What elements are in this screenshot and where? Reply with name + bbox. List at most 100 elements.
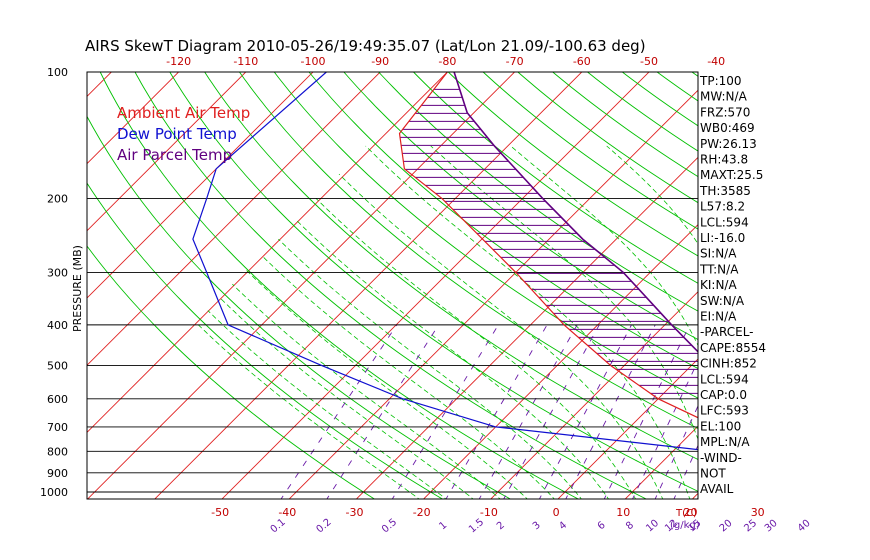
isotherm-line: [154, 72, 583, 499]
bottom-temp-tick-label: -30: [346, 506, 364, 519]
side-panel-item: LCL:594: [700, 372, 749, 386]
side-panel-item: LI:-16.0: [700, 231, 745, 245]
side-panel-item: EI:N/A: [700, 310, 737, 324]
pressure-tick-label: 500: [47, 360, 68, 373]
pressure-tick-label: 600: [47, 393, 68, 406]
dewpoint-curve: [192, 72, 698, 451]
moist-adiabat-line: [195, 322, 420, 499]
mixing-ratio-line: [445, 324, 548, 499]
moist-adiabat-line: [338, 173, 664, 499]
legend-entry: Dew Point Temp: [117, 125, 237, 143]
isotherm-line: [490, 291, 698, 499]
top-temp-tick-label: -110: [233, 55, 258, 68]
parcel-temp-curve: [453, 72, 698, 353]
profile-curves: [192, 72, 698, 451]
pressure-tick-label: 1000: [40, 486, 68, 499]
dry-adiabat-line: [858, 67, 870, 503]
side-panel-item: CAP:0.0: [700, 388, 747, 402]
isotherm-line: [825, 63, 870, 501]
mixing-ratio-line: [478, 324, 578, 499]
moist-adiabat-line: [219, 297, 474, 499]
isotherm-line: [87, 72, 247, 232]
dry-adiabat-line: [169, 72, 698, 492]
top-temp-tick-label: -40: [707, 55, 725, 68]
moist-adiabat-line: [852, 146, 864, 501]
pressure-tick-label: 700: [47, 421, 68, 434]
top-temp-tick-label: -60: [573, 55, 591, 68]
isotherm-line: [87, 72, 449, 434]
side-panel-item: RH:43.8: [700, 153, 748, 167]
moist-adiabat-line: [796, 146, 825, 501]
isotherm-line: [758, 63, 870, 501]
pressure-tick-label: 900: [47, 467, 68, 480]
dry-adiabat-line: [412, 72, 698, 284]
side-panel-item: CINH:852: [700, 357, 757, 371]
isotherm-line: [288, 89, 698, 499]
side-panel-item: LCL:594: [700, 215, 749, 229]
side-panel-item: -WIND-: [700, 451, 742, 465]
legend-entry: Air Parcel Temp: [117, 146, 232, 164]
moist-adiabat-line: [232, 283, 501, 499]
mixing-ratio-line: [654, 404, 698, 499]
bottom-temp-tick-label: 20: [684, 506, 698, 519]
moist-adiabat-line: [262, 256, 555, 499]
bottom-temp-tick-label: -20: [413, 506, 431, 519]
moist-adiabat-line: [365, 145, 691, 499]
dry-adiabat-line: [789, 67, 870, 503]
ambient-temp-curve: [398, 72, 698, 419]
pressure-tick-labels: 100 200 300 400 500 600 700 800 900 1000: [40, 66, 68, 499]
mixing-ratio-line: [565, 324, 656, 499]
mixing-ratio-line: [773, 325, 841, 501]
mixing-ratio-label: 1: [437, 520, 449, 533]
dry-adiabat-line: [273, 72, 698, 399]
mixing-ratio-label: 1.5: [467, 517, 486, 536]
mixing-ratio-label: 0.5: [380, 517, 399, 536]
dry-adiabat-line: [134, 72, 648, 499]
dry-adiabat-line: [447, 72, 698, 257]
side-panel-item: TP:100: [699, 74, 742, 88]
mixing-ratio-label: 0.1: [269, 517, 288, 536]
top-temp-tick-label: -70: [506, 55, 524, 68]
mixing-ratio-label: 2: [495, 520, 507, 533]
pressure-tick-label: 300: [47, 266, 68, 279]
side-panel-item: SW:N/A: [700, 294, 745, 308]
y-axis-label: PRESSURE (MB): [71, 245, 84, 332]
mixing-ratio-line: [632, 360, 698, 499]
mixing-ratio-line: [503, 324, 600, 499]
moist-adiabat-line: [315, 198, 637, 499]
dry-adiabat-line: [656, 72, 698, 102]
moist-adiabat-line: [278, 238, 582, 499]
mixing-ratio-labels: 0.1 0.2 0.5 1 1.5 2 3 4 6 8 10 12 15 20 25 30 40: [269, 517, 813, 536]
pressure-tick-label: 400: [47, 319, 68, 332]
plot-frame: [86, 71, 699, 500]
dry-adiabat-line: [87, 245, 376, 499]
top-temp-tick-label: -90: [371, 55, 389, 68]
mixing-ratio-label: 4: [557, 520, 569, 533]
mixing-ratio-label: 8: [624, 520, 636, 533]
top-temp-tick-label: -50: [640, 55, 658, 68]
isotherm-line: [0, 63, 54, 501]
side-panel-item: SI:N/A: [700, 247, 737, 261]
pressure-tick-label: 800: [47, 445, 68, 458]
isotherm-line: [557, 358, 698, 499]
bottom-temp-tick-label: 30: [751, 506, 765, 519]
bottom-temp-tick-label: -10: [480, 506, 498, 519]
grid-lines: [0, 63, 870, 503]
pressure-tick-label: 100: [47, 66, 68, 79]
side-panel-item: PW:26.13: [700, 137, 757, 151]
mixing-ratio-label: 3: [531, 520, 543, 533]
side-panel-item: EL:100: [700, 419, 741, 433]
side-panel-item: TH:3585: [699, 184, 751, 198]
dry-adiabat-line: [378, 72, 698, 312]
bottom-temp-tick-label: -50: [211, 506, 229, 519]
mixing-ratio-line: [806, 325, 870, 501]
mixing-ratio-label: 10: [644, 518, 661, 535]
top-temp-tick-label: -120: [166, 55, 191, 68]
side-panel-item: MW:N/A: [700, 90, 748, 104]
legend: Ambient Air Temp Dew Point Temp Air Parcel…: [117, 104, 250, 164]
dry-adiabat-line: [754, 67, 870, 503]
mixing-ratio-label: 20: [718, 518, 735, 535]
dry-adiabat-line: [87, 115, 512, 499]
